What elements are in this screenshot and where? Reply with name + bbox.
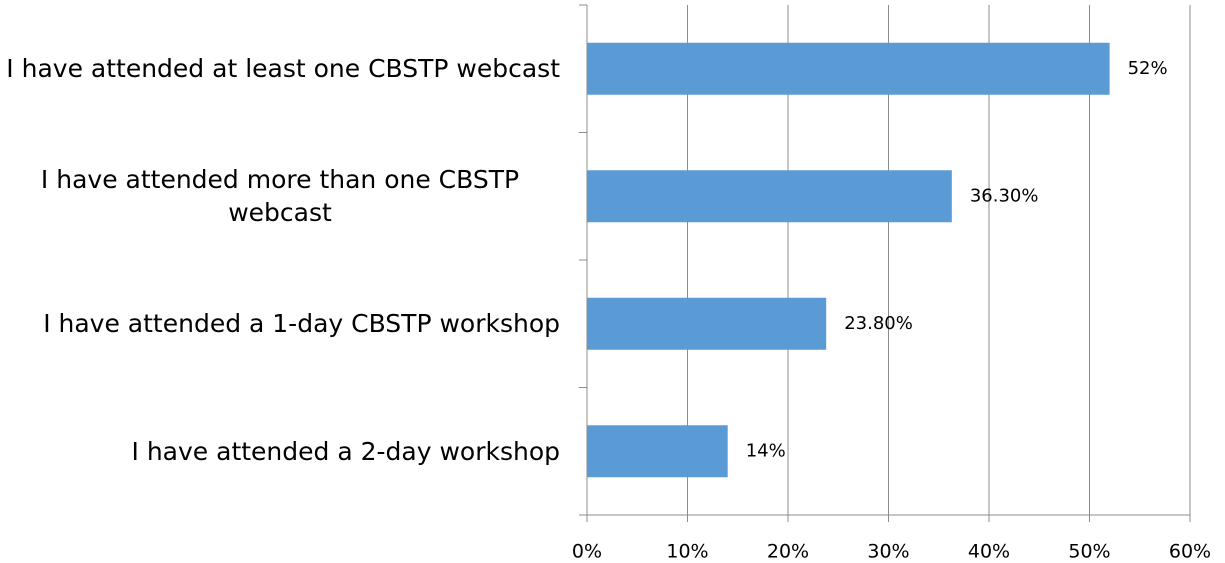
y-tick-label: I have attended more than one CBSTP webc… (40, 165, 520, 228)
y-tick-label: I have attended a 1-day CBSTP workshop (43, 309, 560, 339)
category-label-box: I have attended a 2-day workshop (0, 388, 560, 516)
x-tick-label: 20% (767, 541, 809, 563)
value-label: 52% (1128, 58, 1168, 79)
y-tick-label: I have attended a 2-day workshop (131, 436, 560, 466)
bar (587, 170, 952, 223)
x-tick-label: 40% (968, 541, 1010, 563)
y-tick-label: I have attended at least one CBSTP webca… (6, 54, 560, 84)
value-label: 14% (746, 440, 786, 461)
x-tick-label: 50% (1068, 541, 1110, 563)
x-tick-label: 10% (666, 541, 708, 563)
bar (587, 297, 827, 350)
x-tick-label: 30% (867, 541, 909, 563)
category-label-box: I have attended at least one CBSTP webca… (0, 5, 560, 133)
bar (587, 42, 1110, 95)
value-label: 23.80% (844, 313, 913, 334)
x-tick-label: 60% (1169, 541, 1211, 563)
bar (587, 425, 728, 478)
category-label-box: I have attended more than one CBSTP webc… (0, 133, 560, 261)
category-label-box: I have attended a 1-day CBSTP workshop (0, 260, 560, 388)
value-label: 36.30% (970, 185, 1039, 206)
x-tick-label: 0% (572, 541, 602, 563)
